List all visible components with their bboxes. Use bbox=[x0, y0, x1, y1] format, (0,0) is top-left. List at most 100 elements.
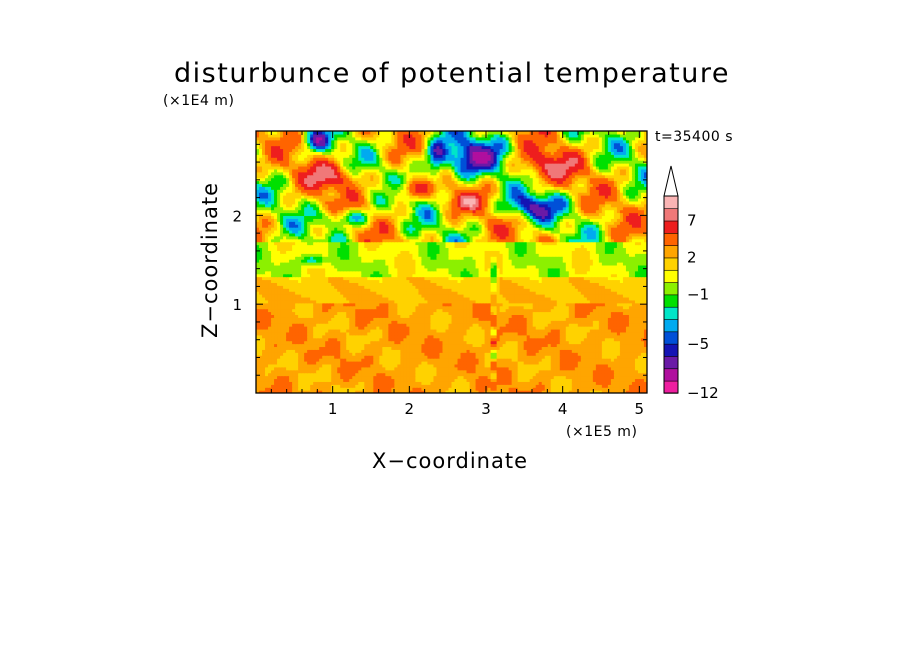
contour-cell bbox=[553, 346, 558, 350]
contour-cell bbox=[448, 381, 453, 385]
contour-cell bbox=[562, 305, 567, 310]
contour-cell bbox=[400, 302, 404, 307]
contour-cell bbox=[616, 372, 621, 377]
contour-cell bbox=[370, 355, 374, 359]
contour-cell bbox=[280, 279, 284, 283]
contour-cell bbox=[412, 349, 417, 353]
contour-cell bbox=[469, 384, 474, 388]
contour-cell bbox=[394, 331, 398, 336]
contour-cell bbox=[379, 302, 383, 307]
contour-cell bbox=[355, 305, 359, 310]
contour-cell bbox=[643, 366, 647, 371]
contour-cell bbox=[508, 346, 513, 350]
contour-cell bbox=[487, 299, 492, 304]
contour-cell bbox=[370, 296, 374, 301]
contour-cell bbox=[361, 363, 365, 368]
contour-cell bbox=[559, 328, 564, 333]
contour-cell bbox=[598, 311, 603, 315]
contour-cell bbox=[430, 326, 435, 330]
contour-cell bbox=[628, 360, 633, 365]
contour-cell bbox=[532, 296, 537, 301]
contour-cell bbox=[511, 326, 516, 330]
contour-cell bbox=[640, 355, 645, 359]
contour-cell bbox=[340, 320, 344, 324]
contour-cell bbox=[490, 369, 495, 374]
contour-cell bbox=[337, 390, 341, 393]
contour-cell bbox=[364, 375, 368, 380]
contour-cell bbox=[466, 328, 471, 333]
contour-cell bbox=[604, 363, 609, 368]
contour-cell bbox=[553, 384, 558, 388]
contour-cell bbox=[496, 331, 501, 336]
contour-cell bbox=[517, 360, 522, 365]
contour-cell bbox=[622, 363, 627, 368]
contour-cell bbox=[448, 349, 453, 353]
contour-cell bbox=[319, 305, 323, 310]
contour-cell bbox=[634, 334, 639, 339]
contour-cell bbox=[565, 326, 570, 330]
contour-cell bbox=[610, 369, 615, 374]
contour-cell bbox=[364, 302, 368, 307]
contour-cell bbox=[607, 296, 612, 301]
contour-cell bbox=[469, 337, 474, 342]
contour-cell bbox=[328, 299, 332, 304]
contour-cell bbox=[361, 334, 365, 339]
contour-cell bbox=[589, 387, 594, 391]
contour-cell bbox=[328, 375, 332, 380]
contour-cell bbox=[454, 360, 459, 365]
contour-cell bbox=[481, 323, 486, 327]
contour-cell bbox=[358, 349, 362, 353]
contour-cell bbox=[334, 337, 338, 342]
contour-cell bbox=[280, 331, 284, 336]
contour-cell bbox=[358, 328, 362, 333]
contour-cell bbox=[340, 366, 344, 371]
contour-cell bbox=[385, 294, 389, 298]
contour-cell bbox=[346, 387, 350, 391]
contour-cell bbox=[355, 346, 359, 350]
contour-cell bbox=[436, 323, 441, 327]
contour-cell bbox=[316, 294, 320, 298]
contour-cell bbox=[313, 323, 317, 327]
contour-cell bbox=[577, 296, 582, 301]
contour-cell bbox=[595, 378, 600, 382]
contour-cell bbox=[625, 340, 630, 345]
contour-cell bbox=[550, 355, 555, 359]
contour-cell bbox=[421, 363, 426, 368]
contour-cell bbox=[289, 285, 293, 289]
contour-cell bbox=[490, 328, 495, 333]
contour-cell bbox=[259, 314, 263, 318]
contour-cell bbox=[553, 340, 558, 345]
contour-cell bbox=[631, 285, 636, 289]
contour-cell bbox=[475, 352, 480, 356]
contour-cell bbox=[622, 328, 627, 333]
contour-cell bbox=[382, 369, 386, 374]
contour-cell bbox=[526, 390, 531, 393]
contour-cell bbox=[280, 326, 284, 330]
contour-cell bbox=[274, 363, 278, 368]
contour-cell bbox=[613, 366, 618, 371]
contour-cell bbox=[418, 349, 423, 353]
contour-cell bbox=[442, 320, 447, 324]
contour-cell bbox=[376, 323, 380, 327]
contour-cell bbox=[469, 282, 474, 286]
contour-cell bbox=[388, 326, 392, 330]
contour-cell bbox=[583, 384, 588, 388]
contour-cell bbox=[415, 320, 420, 324]
contour-cell bbox=[328, 288, 332, 292]
contour-cell bbox=[370, 369, 374, 374]
contour-cell bbox=[475, 308, 480, 313]
contour-cell bbox=[319, 387, 323, 391]
contour-cell bbox=[586, 360, 591, 365]
contour-cell bbox=[439, 366, 444, 371]
contour-cell bbox=[517, 366, 522, 371]
contour-cell bbox=[541, 305, 546, 310]
contour-cell bbox=[391, 372, 395, 377]
contour-cell bbox=[571, 378, 576, 382]
contour-cell bbox=[385, 363, 389, 368]
contour-cell bbox=[550, 291, 555, 295]
contour-cell bbox=[382, 314, 386, 318]
contour-cell bbox=[469, 305, 474, 310]
contour-cell bbox=[259, 366, 263, 371]
contour-cell bbox=[622, 378, 627, 382]
contour-cell bbox=[328, 291, 332, 295]
